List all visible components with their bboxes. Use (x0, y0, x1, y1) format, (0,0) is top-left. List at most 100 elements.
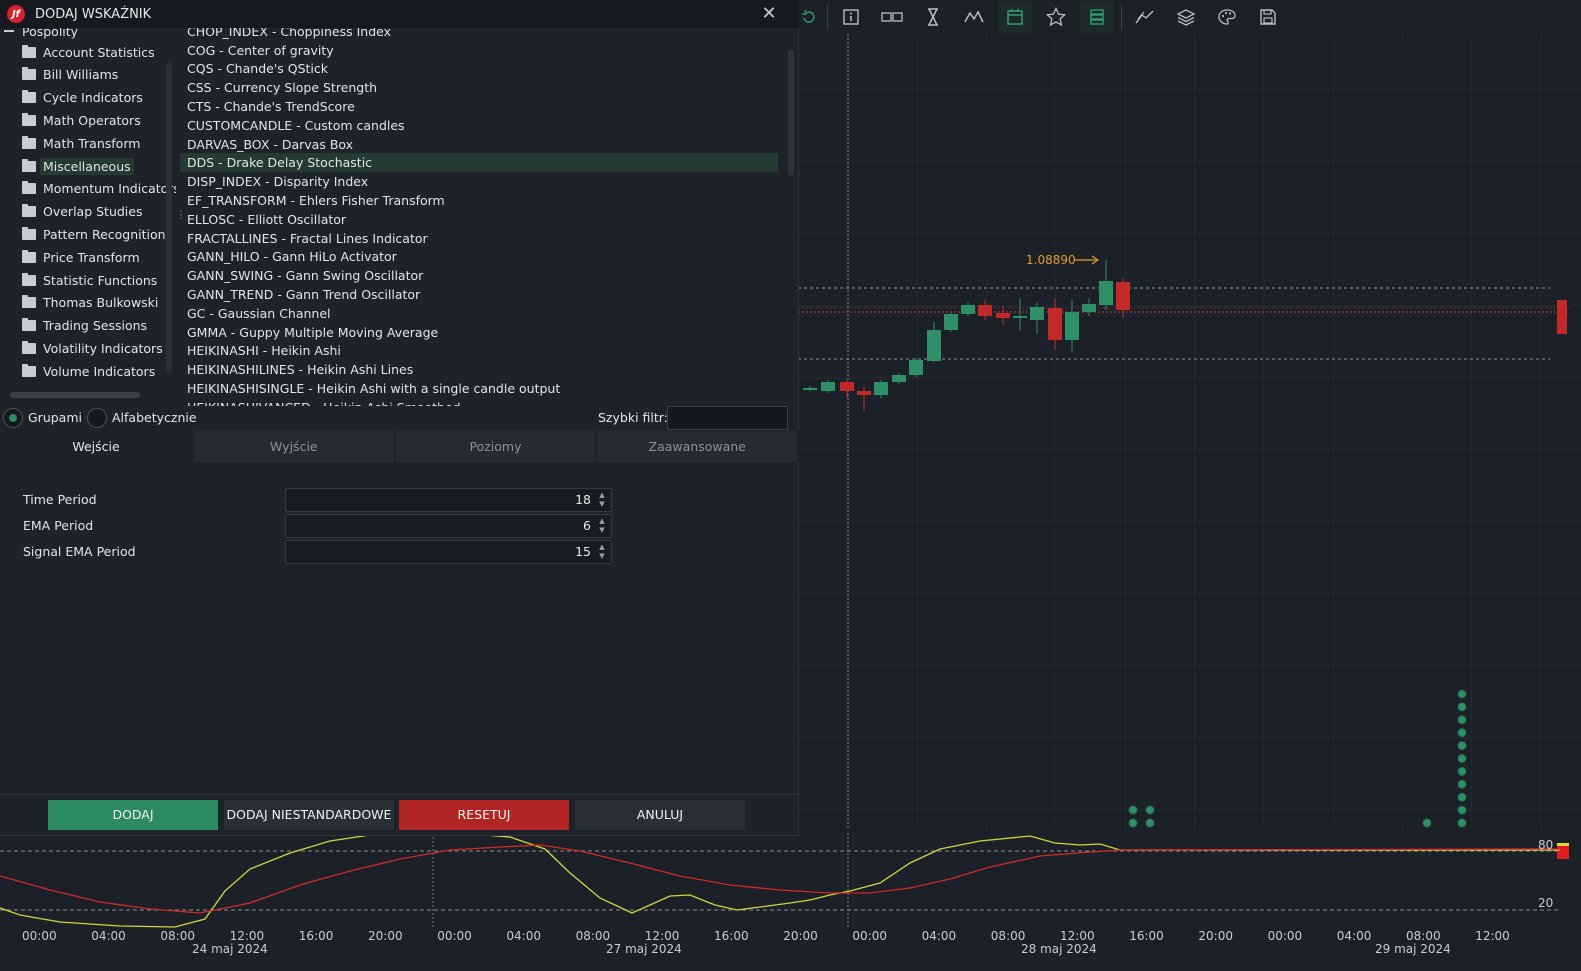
tree-item-group[interactable]: Momentum Indicators (22, 179, 176, 199)
cancel-button[interactable]: ANULUJ (575, 800, 745, 830)
indicator-list[interactable]: CHOP_INDEX - Choppiness Index COG - Cent… (180, 28, 798, 406)
list-item-partial[interactable]: HEIKINASHIVANCED - Heikin Ashi Smoothed (180, 398, 778, 406)
list-item-indicator[interactable]: CSS - Currency Slope Strength (187, 80, 378, 96)
list-item-indicator[interactable]: CUSTOMCANDLE - Custom candles (187, 117, 405, 133)
list-item-indicator[interactable]: GANN_SWING - Gann Swing Oscillator (187, 268, 424, 284)
tree-item-group[interactable]: Pattern Recognition (22, 224, 166, 244)
list-item-indicator[interactable]: ELLOSC - Elliott Oscillator (187, 211, 347, 227)
candle-body (978, 305, 992, 316)
candle-body (892, 375, 906, 382)
layers-icon[interactable] (1169, 1, 1203, 33)
quick-filter-input[interactable] (667, 406, 788, 430)
tree-item-group[interactable]: Thomas Bulkowski (22, 293, 158, 313)
palette-icon[interactable] (1210, 1, 1244, 33)
signal-line (0, 833, 1560, 928)
list-item-indicator[interactable]: GC - Gaussian Channel (187, 305, 331, 321)
candle-body (1116, 282, 1130, 310)
list-vertical-scrollbar[interactable] (788, 50, 794, 176)
radio-alphabetical[interactable] (87, 408, 107, 428)
tree-item-label: Pattern Recognition (43, 226, 166, 242)
tree-vertical-scrollbar[interactable] (166, 62, 172, 372)
list-item-indicator[interactable]: HEIKINASHILINES - Heikin Ashi Lines (187, 362, 414, 378)
folder-icon (22, 204, 36, 218)
list-item-indicator[interactable]: EF_TRANSFORM - Ehlers Fisher Transform (187, 192, 445, 208)
indicator-icon[interactable] (957, 1, 991, 33)
list-item-indicator[interactable]: GANN_HILO - Gann HiLo Activator (187, 249, 397, 265)
candle-body (857, 391, 871, 395)
list-item-indicator[interactable]: GANN_TREND - Gann Trend Oscillator (187, 286, 421, 302)
tree-item-label: Volume Indicators (43, 363, 156, 379)
list-item-indicator[interactable]: CTS - Chande's TrendScore (187, 98, 355, 114)
param-stepper[interactable]: 6 ▲ ▼ (285, 514, 612, 538)
spin-arrows-icon[interactable]: ▲ ▼ (599, 517, 605, 534)
list-item-indicator[interactable]: DARVAS_BOX - Darvas Box (187, 136, 354, 152)
radio-groups[interactable] (3, 408, 23, 428)
reset-button[interactable]: RESETUJ (399, 800, 569, 830)
folder-icon (22, 363, 36, 377)
calendar-icon[interactable] (998, 1, 1032, 33)
candle-body (1048, 308, 1062, 340)
add-custom-button[interactable]: DODAJ NIESTANDARDOWE (224, 800, 394, 830)
date-label: 29 maj 2024 (1375, 942, 1451, 956)
list-item-indicator[interactable]: CQS - Chande's QStick (187, 61, 328, 77)
save-icon[interactable] (1251, 1, 1285, 33)
candle-body (1065, 312, 1079, 340)
spin-arrows-icon[interactable]: ▲ ▼ (599, 543, 605, 560)
tree-item-group[interactable]: Bill Williams (22, 65, 118, 85)
list-item-indicator[interactable]: HEIKINASHISINGLE - Heikin Ashi with a si… (187, 380, 561, 396)
close-icon[interactable]: ✕ (761, 3, 777, 24)
tree-item-group[interactable]: Volume Indicators (22, 361, 155, 381)
tag-icon[interactable] (875, 1, 909, 33)
dialog-titlebar[interactable]: Jf DODAJ WSKAŹNIK ✕ (0, 0, 799, 28)
param-value[interactable]: 15 (575, 544, 591, 559)
param-value[interactable]: 18 (575, 492, 591, 507)
tab-output[interactable]: Wyjście (194, 431, 396, 462)
tree-item-group[interactable]: Statistic Functions (22, 270, 157, 290)
param-value[interactable]: 6 (583, 518, 591, 533)
tree-item-group[interactable]: Trading Sessions (22, 316, 147, 336)
tree-item-group[interactable]: Overlap Studies (22, 202, 142, 222)
param-stepper[interactable]: 18 ▲ ▼ (285, 488, 612, 512)
list-item-indicator[interactable]: DDS - Drake Delay Stochastic (180, 153, 778, 173)
add-button[interactable]: DODAJ (48, 800, 218, 830)
indicator-group-tree[interactable]: Pospolity Account Statistics Bill William… (0, 28, 176, 396)
collapse-icon[interactable] (4, 30, 14, 32)
list-item-partial[interactable]: CHOP_INDEX - Choppiness Index (187, 28, 391, 39)
dialog-title: DODAJ WSKAŹNIK (35, 6, 152, 22)
list-item-indicator[interactable]: DISP_INDEX - Disparity Index (187, 174, 369, 190)
tree-item-group[interactable]: Miscellaneous (22, 156, 134, 176)
spin-arrows-icon[interactable]: ▲ ▼ (599, 491, 605, 508)
list-item-indicator[interactable]: COG - Center of gravity (187, 42, 334, 58)
oscillator-panel[interactable] (0, 833, 1581, 929)
star-icon[interactable] (1039, 1, 1073, 33)
time-tick-label: 08:00 (1406, 929, 1441, 943)
tree-item-group[interactable]: Volatility Indicators (22, 338, 163, 358)
date-label: 24 maj 2024 (192, 942, 268, 956)
list-item-indicator[interactable]: FRACTALLINES - Fractal Lines Indicator (187, 230, 428, 246)
tree-item-group[interactable]: Price Transform (22, 247, 140, 267)
list-icon[interactable] (1080, 1, 1114, 33)
candle-body (840, 382, 854, 391)
tree-item-label: Trading Sessions (43, 318, 148, 334)
tab-advanced[interactable]: Zaawansowane (597, 431, 800, 462)
list-item-indicator[interactable]: HEIKINASHI - Heikin Ashi (187, 343, 341, 359)
tree-item-group[interactable]: Cycle Indicators (22, 88, 143, 108)
hourglass-icon[interactable] (916, 1, 950, 33)
tree-item-label: Math Operators (43, 112, 141, 128)
tree-item-group[interactable]: Math Transform (22, 133, 140, 153)
time-tick-label: 20:00 (1198, 929, 1233, 943)
tree-item-partial[interactable]: Pospolity (4, 28, 78, 41)
price-marker-label: 1.08890 (1026, 253, 1076, 267)
list-item-indicator[interactable]: GMMA - Guppy Multiple Moving Average (187, 324, 439, 340)
param-stepper[interactable]: 15 ▲ ▼ (285, 540, 612, 564)
dialog-button-bar: DODAJ DODAJ NIESTANDARDOWE RESETUJ ANULU… (0, 794, 799, 836)
price-chart[interactable] (0, 0, 1581, 830)
tab-input[interactable]: Wejście (0, 431, 194, 462)
refresh-icon[interactable] (798, 1, 820, 33)
tree-item-group[interactable]: Math Operators (22, 110, 141, 130)
trend-tools-icon[interactable] (1128, 1, 1162, 33)
tree-horizontal-scrollbar[interactable] (10, 392, 140, 398)
info-icon[interactable] (834, 1, 868, 33)
tab-levels[interactable]: Poziomy (395, 431, 598, 462)
tree-item-group[interactable]: Account Statistics (22, 42, 155, 62)
